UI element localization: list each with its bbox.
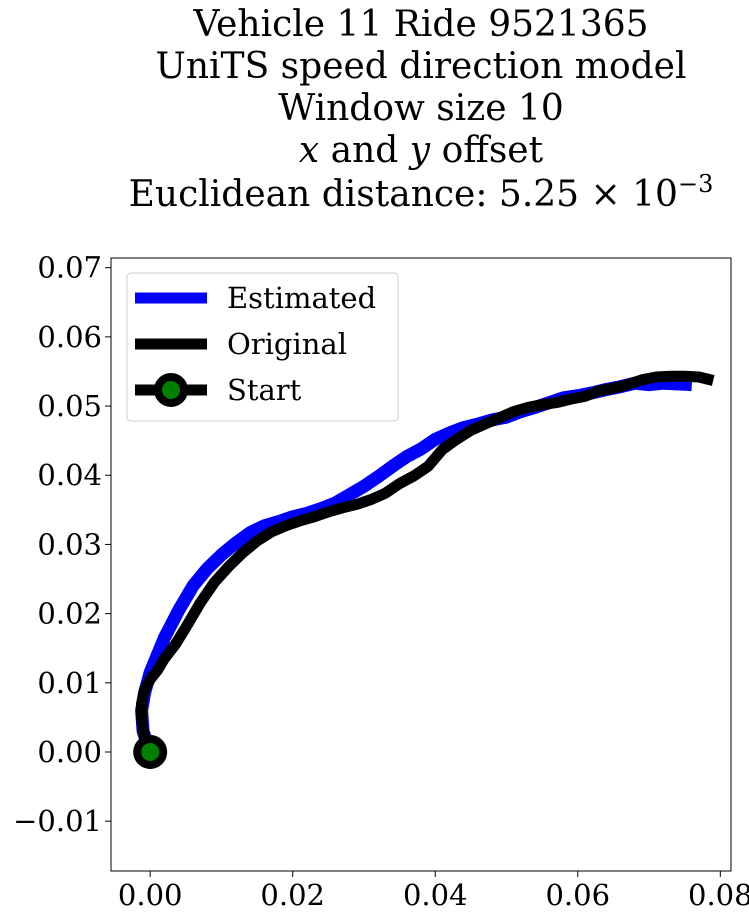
legend-label-original: Original: [227, 327, 347, 361]
title-line-3: Window size 10: [278, 88, 564, 129]
x-tick-label: 0.02: [260, 878, 325, 912]
chart-title: Vehicle 11 Ride 9521365 UniTS speed dire…: [129, 4, 714, 215]
y-tick-label: 0.01: [37, 666, 102, 700]
x-axis: 0.00 0.02 0.04 0.06 0.08: [118, 871, 749, 912]
title-distance-times: × 10: [579, 174, 678, 215]
title-line-1: Vehicle 11 Ride 9521365: [192, 4, 648, 45]
legend-label-estimated: Estimated: [227, 281, 376, 315]
y-tick-label: 0.05: [37, 389, 102, 423]
legend-label-start: Start: [227, 373, 302, 407]
legend: Estimated Original Start: [126, 272, 399, 422]
title-line-4: x and y offset: [299, 130, 544, 171]
y-tick-label: 0.02: [37, 597, 102, 631]
x-tick-label: 0.06: [545, 878, 610, 912]
y-tick-label: 0.03: [37, 527, 102, 561]
legend-start-marker: [154, 373, 188, 407]
x-tick-label: 0.08: [688, 878, 749, 912]
x-tick-label: 0.04: [403, 878, 468, 912]
y-tick-label: 0.04: [37, 458, 102, 492]
title-and: and: [319, 130, 410, 171]
title-distance-prefix: Euclidean distance: 5.25: [129, 174, 579, 215]
y-tick-label: 0.00: [37, 735, 102, 769]
plot-series-layer: [133, 370, 715, 769]
y-tick-label: 0.07: [37, 251, 102, 285]
y-tick-label: 0.06: [37, 320, 102, 354]
legend-box: [126, 272, 399, 422]
y-tick-label: −0.01: [13, 804, 102, 838]
title-offset-word: offset: [430, 130, 543, 171]
title-x-variable: x: [299, 130, 319, 171]
plot-frame: [110, 257, 732, 872]
series-line-original: [136, 370, 715, 755]
title-distance-exponent: −3: [678, 170, 713, 198]
y-axis: −0.01 0.00 0.01 0.02 0.03 0.04 0.05 0.06 0.07: [13, 251, 111, 838]
start-marker: [133, 734, 168, 769]
title-y-variable: y: [408, 130, 431, 171]
title-line-5: Euclidean distance: 5.25 × 10−3: [129, 170, 714, 215]
x-tick-label: 0.00: [118, 878, 183, 912]
title-line-2: UniTS speed direction model: [156, 46, 687, 87]
